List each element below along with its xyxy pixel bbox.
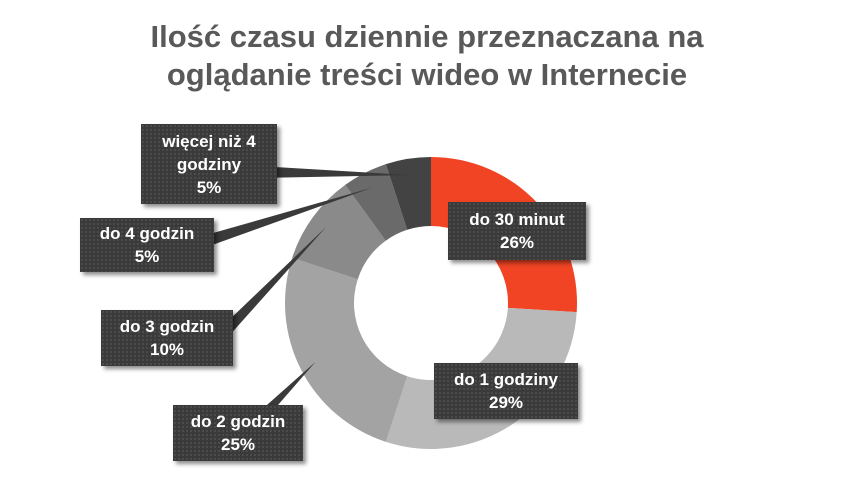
data-label-value: 26%: [499, 233, 535, 252]
chart-title-line-1: Ilość czasu dziennie przeznaczana na: [150, 19, 704, 54]
leader-line-do-3-godzin: [215, 226, 327, 342]
data-label-category: do 30 minut: [469, 210, 565, 229]
data-label-value: 10%: [149, 340, 185, 359]
chart-title: Ilość czasu dziennie przeznaczana na ogl…: [0, 18, 854, 94]
data-label-wiecej-niz-4-godziny: więcej niż 4 godziny 5%: [141, 124, 277, 204]
data-label-do-4-godzin: do 4 godzin 5%: [80, 218, 214, 272]
data-label-value: 29%: [488, 393, 524, 412]
leader-line-wiecej-niz-4-godziny: [257, 166, 411, 178]
data-label-value: 25%: [220, 435, 256, 454]
data-label-category-cont: godziny: [176, 154, 242, 174]
chart-title-line-2: oglądanie treści wideo w Internecie: [166, 57, 688, 92]
donut-slice-do-3-godzin: [292, 184, 386, 280]
data-label-value: 5%: [134, 247, 160, 266]
data-label-category: więcej niż 4: [162, 131, 256, 151]
data-label-category: do 2 godzin: [190, 412, 286, 431]
data-label-do-1-godziny: do 1 godziny 29%: [434, 363, 578, 419]
data-label-do-3-godzin: do 3 godzin 10%: [101, 310, 233, 366]
data-label-do-2-godzin: do 2 godzin 25%: [173, 405, 303, 461]
data-label-category: do 1 godziny: [454, 370, 558, 389]
data-label-category: do 3 godzin: [119, 317, 215, 336]
leader-line-do-4-godzin: [198, 187, 373, 249]
donut-slice-do-4-godzin: [345, 164, 408, 241]
data-label-do-30-minut: do 30 minut 26%: [448, 202, 586, 260]
donut-slice-do-2-godzin: [285, 257, 408, 442]
data-label-value: 5%: [196, 177, 222, 197]
data-label-category: do 4 godzin: [99, 224, 195, 243]
